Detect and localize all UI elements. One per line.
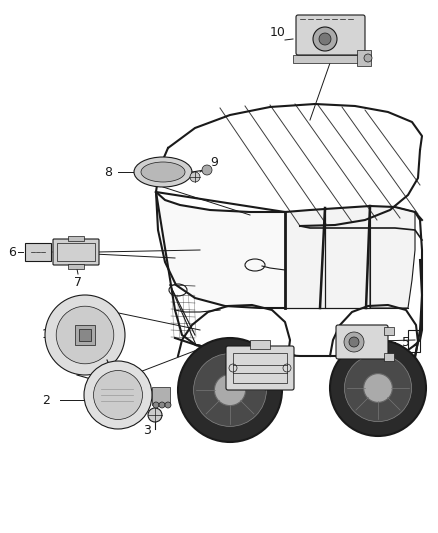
FancyBboxPatch shape <box>336 325 388 359</box>
Polygon shape <box>156 192 285 308</box>
FancyBboxPatch shape <box>296 15 365 55</box>
Circle shape <box>159 402 165 408</box>
Ellipse shape <box>141 162 185 182</box>
Circle shape <box>84 361 152 429</box>
Polygon shape <box>285 208 325 308</box>
Bar <box>384 353 394 361</box>
Ellipse shape <box>134 157 192 187</box>
Bar <box>408 330 420 352</box>
Circle shape <box>190 172 200 182</box>
Bar <box>57 243 95 261</box>
Text: 6: 6 <box>8 246 16 259</box>
Circle shape <box>349 337 359 347</box>
Bar <box>250 340 270 349</box>
Circle shape <box>364 54 372 62</box>
Circle shape <box>344 332 364 352</box>
Bar <box>357 50 371 66</box>
Text: 2: 2 <box>42 393 50 407</box>
FancyBboxPatch shape <box>53 239 99 265</box>
Bar <box>152 387 170 405</box>
Bar <box>293 55 368 63</box>
Bar <box>384 327 394 335</box>
Bar <box>79 329 91 341</box>
Circle shape <box>202 165 212 175</box>
Circle shape <box>45 295 125 375</box>
Bar <box>75 325 95 345</box>
Circle shape <box>319 33 331 45</box>
Text: 8: 8 <box>104 166 112 179</box>
Circle shape <box>148 408 162 422</box>
Text: 1: 1 <box>42 328 50 342</box>
Circle shape <box>94 370 142 419</box>
Text: 10: 10 <box>270 27 286 39</box>
Circle shape <box>344 354 412 422</box>
Circle shape <box>214 374 246 406</box>
Polygon shape <box>325 206 370 308</box>
Text: 9: 9 <box>210 157 218 169</box>
Text: 3: 3 <box>143 424 151 438</box>
Text: 7: 7 <box>74 276 82 288</box>
Bar <box>68 236 84 241</box>
Text: 4: 4 <box>210 361 218 375</box>
Circle shape <box>313 27 337 51</box>
Bar <box>233 353 287 383</box>
Circle shape <box>178 338 282 442</box>
FancyBboxPatch shape <box>226 346 294 390</box>
Text: 5: 5 <box>402 335 410 349</box>
Circle shape <box>56 306 114 364</box>
Circle shape <box>194 353 266 426</box>
Bar <box>25 243 51 261</box>
Bar <box>68 264 84 269</box>
Bar <box>342 336 358 344</box>
Circle shape <box>165 402 171 408</box>
Circle shape <box>364 374 392 402</box>
Polygon shape <box>370 206 415 308</box>
Circle shape <box>330 340 426 436</box>
Circle shape <box>153 402 159 408</box>
